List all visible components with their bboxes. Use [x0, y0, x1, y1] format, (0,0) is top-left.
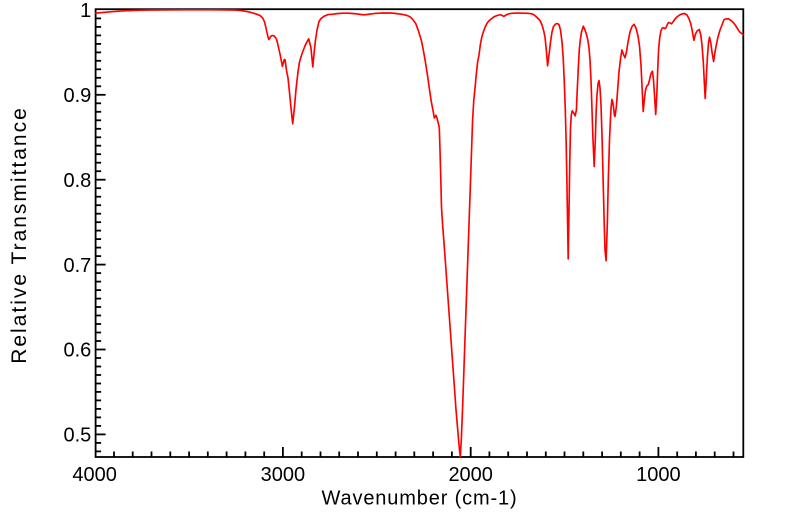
svg-text:1: 1	[80, 0, 91, 22]
svg-text:0.9: 0.9	[63, 85, 91, 107]
svg-text:1000: 1000	[636, 464, 681, 486]
svg-text:0.8: 0.8	[63, 170, 91, 192]
svg-text:0.5: 0.5	[63, 425, 91, 447]
svg-text:2000: 2000	[448, 464, 493, 486]
svg-text:0.7: 0.7	[63, 255, 91, 277]
svg-text:Relative Transmittance: Relative Transmittance	[8, 106, 31, 364]
svg-text:Wavenumber (cm-1): Wavenumber (cm-1)	[322, 488, 518, 510]
svg-text:0.6: 0.6	[63, 340, 91, 362]
svg-text:4000: 4000	[72, 464, 117, 486]
svg-text:3000: 3000	[261, 464, 306, 486]
